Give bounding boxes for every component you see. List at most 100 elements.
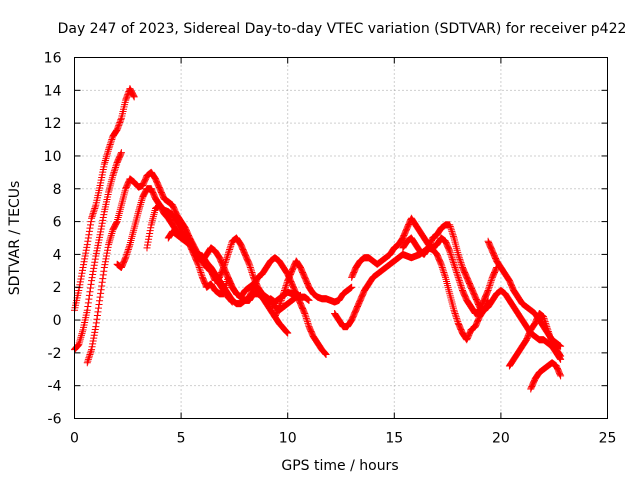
data-point-plus [247, 267, 255, 275]
data-point-plus [89, 271, 97, 279]
data-point-plus [97, 286, 105, 294]
data-point-plus [440, 268, 448, 276]
data-point-plus [125, 244, 133, 252]
data-point-plus [547, 336, 555, 344]
data-point-plus [80, 258, 88, 266]
data-point-plus [452, 265, 460, 273]
data-point-plus [541, 318, 549, 326]
data-point-plus [458, 285, 466, 293]
data-point-plus [279, 291, 287, 299]
data-point-plus [123, 250, 131, 258]
data-point-plus [530, 321, 538, 329]
data-point-plus [248, 268, 256, 276]
data-point-plus [276, 300, 284, 308]
y-tick-label: 10 [44, 149, 62, 165]
data-point-plus [278, 293, 286, 301]
data-point-plus [79, 264, 87, 272]
data-point-plus [116, 117, 124, 125]
data-point-plus [97, 228, 105, 236]
data-point-plus [147, 224, 155, 232]
data-point-plus [281, 285, 289, 293]
data-point-plus [77, 333, 85, 341]
data-point-plus [456, 280, 464, 288]
data-point-plus [456, 255, 464, 263]
data-point-plus [322, 351, 330, 359]
data-point-plus [447, 226, 455, 234]
data-point-plus [89, 340, 97, 348]
series-sat-n [527, 359, 565, 393]
data-point-plus [110, 168, 118, 176]
data-point-plus [78, 269, 86, 277]
data-point-plus [86, 288, 94, 296]
data-point-plus [227, 242, 235, 250]
data-point-plus [109, 170, 117, 178]
data-point-plus [88, 274, 96, 282]
data-point-plus [105, 145, 113, 153]
data-point-plus [75, 287, 83, 295]
data-point-plus [113, 160, 121, 168]
data-point-plus [347, 318, 355, 326]
x-tick-label: 0 [70, 431, 79, 447]
data-point-plus [77, 275, 85, 283]
data-point-plus [105, 144, 113, 152]
data-point-plus [105, 239, 113, 247]
data-point-plus [439, 267, 447, 275]
data-point-plus [76, 278, 84, 286]
data-point-plus [98, 282, 106, 290]
data-point-plus [78, 328, 86, 336]
data-point-plus [130, 93, 138, 101]
data-point-plus [101, 158, 109, 166]
data-point-plus [136, 204, 144, 212]
data-point-plus [221, 260, 229, 268]
data-point-plus [113, 126, 121, 134]
data-point-plus [150, 173, 158, 181]
data-point-plus [304, 321, 312, 329]
data-point-plus [246, 262, 254, 270]
data-point-plus [455, 277, 463, 285]
data-point-plus [101, 156, 109, 164]
data-point-plus [455, 252, 463, 260]
data-point-plus [283, 278, 291, 286]
data-point-plus [104, 243, 112, 251]
data-point-plus [88, 343, 96, 351]
data-point-plus [85, 227, 93, 235]
data-point-plus [86, 351, 94, 359]
data-point-plus [144, 238, 152, 246]
data-point-plus [544, 328, 552, 336]
data-point-plus [487, 278, 495, 286]
data-point-plus [451, 308, 459, 316]
data-point-plus [277, 296, 285, 304]
data-point-plus [83, 241, 91, 249]
data-point-plus [437, 260, 445, 268]
data-point-plus [146, 227, 154, 235]
data-point-plus [295, 262, 303, 270]
data-point-plus [92, 323, 100, 331]
data-point-plus [275, 304, 283, 312]
data-point-plus [84, 357, 92, 365]
data-point-plus [521, 337, 529, 345]
data-point-plus [485, 283, 493, 291]
data-point-plus [448, 229, 456, 237]
data-point-plus [135, 206, 143, 214]
data-point-plus [123, 92, 131, 100]
data-point-plus [146, 229, 154, 237]
data-point-plus [451, 262, 459, 270]
data-point-plus [103, 151, 111, 159]
data-point-plus [123, 93, 131, 101]
data-point-plus [456, 257, 464, 265]
data-point-plus [107, 231, 115, 239]
data-point-plus [277, 298, 285, 306]
data-point-plus [92, 319, 100, 327]
data-point-plus [440, 270, 448, 278]
data-point-plus [321, 349, 329, 357]
data-point-plus [90, 331, 98, 339]
data-point-plus [226, 245, 234, 253]
data-point-plus [453, 270, 461, 278]
data-point-plus [544, 326, 552, 334]
data-point-plus [220, 262, 228, 270]
data-point-plus [102, 252, 110, 260]
data-point-plus [449, 259, 457, 267]
data-point-plus [487, 277, 495, 285]
y-tick-label: -4 [48, 379, 62, 395]
data-point-plus [447, 252, 455, 260]
